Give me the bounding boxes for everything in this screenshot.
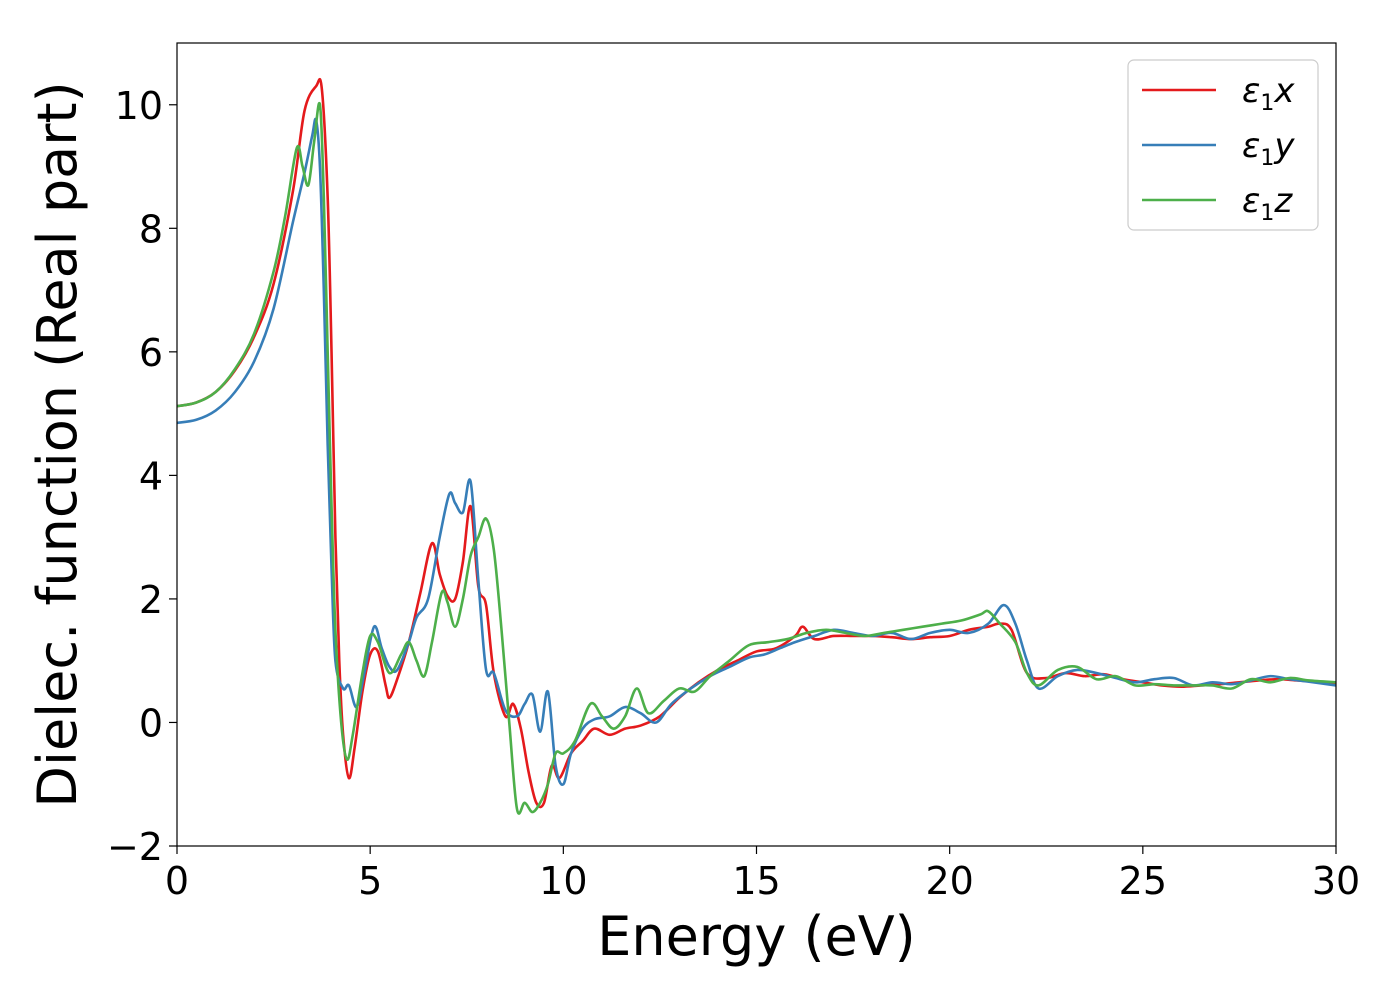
y-tick-label: 4	[139, 454, 163, 498]
series-line-z	[177, 101, 1336, 815]
x-tick-label: 0	[165, 859, 189, 903]
x-tick-label: 10	[539, 859, 587, 903]
y-tick-label: 0	[139, 701, 163, 745]
y-tick-label: 6	[139, 331, 163, 375]
x-tick-label: 25	[1119, 859, 1167, 903]
y-tick-label: 2	[139, 578, 163, 622]
series-layer	[177, 77, 1336, 815]
legend-label-y: ε1y	[1242, 126, 1295, 171]
x-tick-label: 30	[1312, 859, 1360, 903]
y-tick-label: −2	[107, 825, 163, 869]
x-tick-label: 15	[732, 859, 780, 903]
series-line-x	[177, 77, 1336, 809]
y-axis-label: Dielec. function (Real part)	[26, 81, 89, 807]
legend-label-x: ε1x	[1242, 71, 1295, 116]
legend-label-z: ε1z	[1242, 181, 1293, 226]
x-axis-label: Energy (eV)	[597, 905, 916, 968]
y-tick-label: 8	[139, 207, 163, 251]
series-line-y	[177, 117, 1336, 786]
x-tick-label: 5	[358, 859, 382, 903]
legend-box	[1127, 59, 1319, 231]
legend: ε1x ε1y ε1z	[1127, 59, 1319, 231]
x-tick-label: 20	[925, 859, 973, 903]
y-tick-label: 10	[115, 84, 163, 128]
